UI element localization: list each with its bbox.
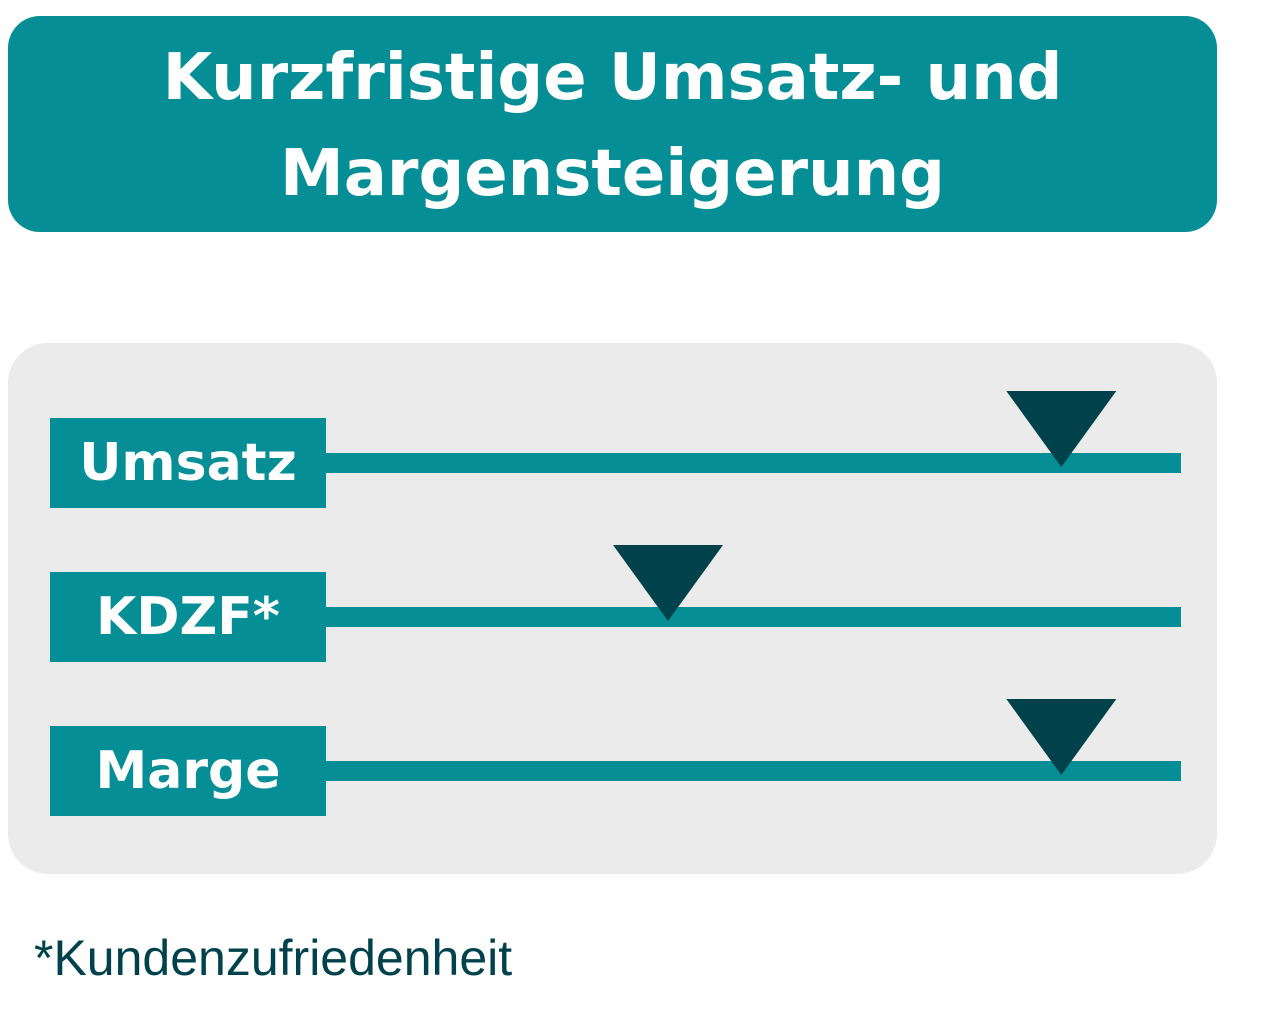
- title-line-1: Kurzfristige Umsatz- und: [162, 41, 1063, 115]
- title-banner: Kurzfristige Umsatz- und Margensteigerun…: [8, 16, 1217, 232]
- row-label-marge: Marge: [50, 726, 326, 816]
- footnote: *Kundenzufriedenheit: [34, 930, 513, 986]
- row-label-kdzf: KDZF*: [50, 572, 326, 662]
- title-line-2: Margensteigerung: [280, 137, 945, 211]
- row-scale-kdzf: [326, 607, 1181, 627]
- row-scale-umsatz: [326, 453, 1181, 473]
- page-title: Kurzfristige Umsatz- und Margensteigerun…: [163, 26, 1063, 222]
- row-label-umsatz: Umsatz: [50, 418, 326, 508]
- row-scale-marge: [326, 761, 1181, 781]
